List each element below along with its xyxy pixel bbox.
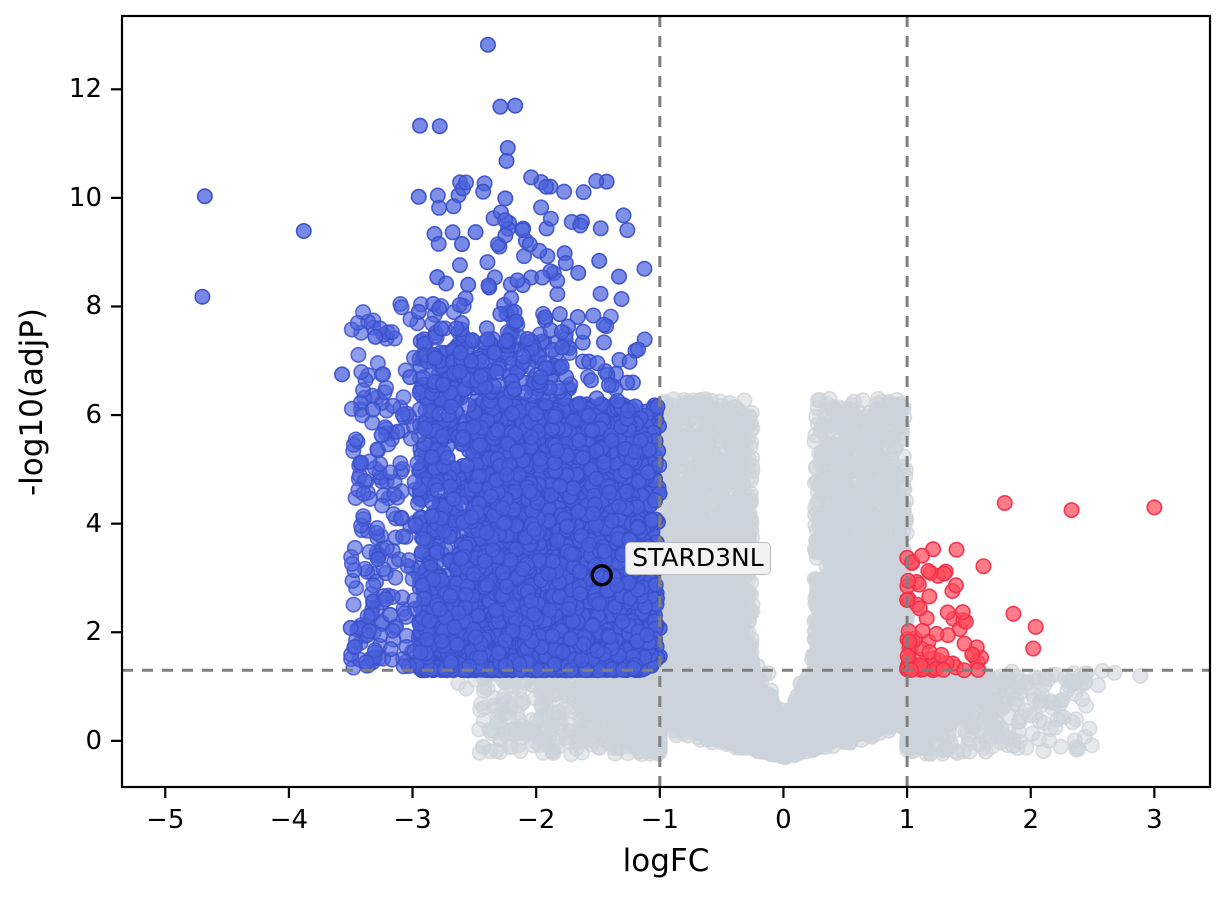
x-axis-title: logFC	[622, 843, 710, 879]
axis-spines	[120, 14, 1212, 789]
y-tick-label: 12	[68, 74, 102, 105]
y-tick-label: 4	[85, 508, 102, 539]
y-tick-label: 10	[68, 182, 102, 213]
x-tick-label: −3	[393, 805, 432, 835]
y-axis-title: -log10(adjP)	[14, 307, 50, 497]
x-tick-label: −2	[517, 805, 556, 835]
y-tick-label: 6	[85, 400, 102, 431]
y-tick-label: 8	[85, 291, 102, 322]
threshold-lines	[122, 16, 1210, 787]
y-tick-label: 2	[85, 617, 102, 648]
gene-label-stard3nl[interactable]: STARD3NL	[625, 541, 771, 576]
x-tick-label: 0	[775, 805, 792, 835]
x-tick-label: 2	[1022, 805, 1039, 835]
x-tick-label: −4	[269, 805, 309, 835]
annotation-marker	[590, 564, 613, 587]
x-tick-label: −1	[640, 805, 679, 835]
x-tick-label: 3	[1146, 805, 1163, 835]
y-tick-label: 0	[85, 725, 102, 756]
x-tick-label: −5	[146, 805, 185, 835]
scatter-layer-not-significant	[450, 390, 1149, 766]
x-tick-label: 1	[898, 805, 916, 835]
axis-ticks	[111, 88, 1156, 798]
